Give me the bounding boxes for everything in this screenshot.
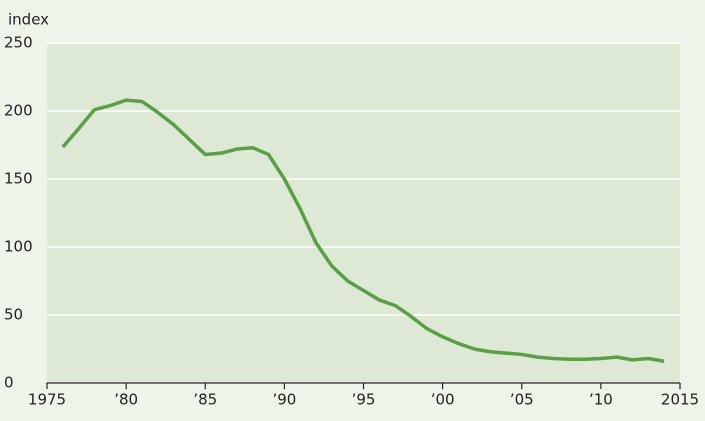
x-tick-label: ’80 — [114, 391, 138, 409]
x-tick-label: ’10 — [589, 391, 613, 409]
y-tick-label: 50 — [4, 306, 23, 324]
x-tick-label: ’85 — [193, 391, 217, 409]
plot-area — [47, 43, 680, 383]
y-tick-label: 100 — [4, 238, 33, 256]
y-tick-label: 150 — [4, 170, 33, 188]
y-axis-label: index — [8, 11, 49, 29]
x-tick-label: 2015 — [661, 391, 699, 409]
x-tick-label: 1975 — [28, 391, 66, 409]
y-tick-label: 0 — [4, 374, 14, 392]
x-tick-label: ’90 — [272, 391, 296, 409]
y-tick-label: 200 — [4, 102, 33, 120]
x-tick-label: ’95 — [352, 391, 376, 409]
x-tick-label: ’05 — [510, 391, 534, 409]
y-tick-label: 250 — [4, 34, 33, 52]
data-line — [61, 98, 665, 363]
x-tick-label: ’00 — [431, 391, 455, 409]
